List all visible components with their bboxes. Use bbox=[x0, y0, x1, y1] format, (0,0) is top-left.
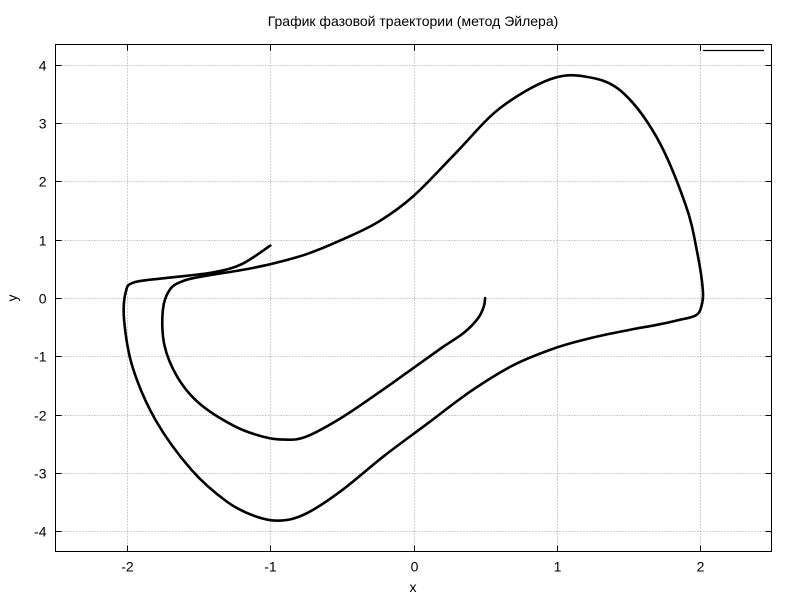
y-tick-label: -1 bbox=[34, 349, 47, 365]
y-tick-label: 4 bbox=[39, 58, 47, 74]
y-tick-label: -4 bbox=[34, 524, 47, 540]
x-tick-label: -2 bbox=[121, 559, 134, 575]
y-tick-label: 1 bbox=[39, 233, 47, 249]
x-tick-label: 1 bbox=[554, 559, 562, 575]
x-axis-label: x bbox=[410, 579, 417, 595]
chart-title: График фазовой траектории (метод Эйлера) bbox=[268, 13, 559, 29]
axis-ticks: -2 -1 0 1 2 -4 -3 -2 -1 0 1 2 3 4 bbox=[34, 44, 772, 575]
y-axis-label: y bbox=[4, 295, 20, 302]
y-tick-label: 2 bbox=[39, 174, 47, 190]
x-tick-label: 2 bbox=[697, 559, 705, 575]
y-tick-label: -2 bbox=[34, 408, 47, 424]
series-layer bbox=[122, 73, 705, 522]
y-tick-label: 0 bbox=[39, 291, 47, 307]
y-tick-label: 3 bbox=[39, 116, 47, 132]
y-tick-label: -3 bbox=[34, 466, 47, 482]
x-tick-label: -1 bbox=[264, 559, 277, 575]
grid-lines bbox=[55, 44, 772, 552]
x-tick-label: 0 bbox=[411, 559, 419, 575]
trajectory-series-line bbox=[122, 73, 705, 522]
